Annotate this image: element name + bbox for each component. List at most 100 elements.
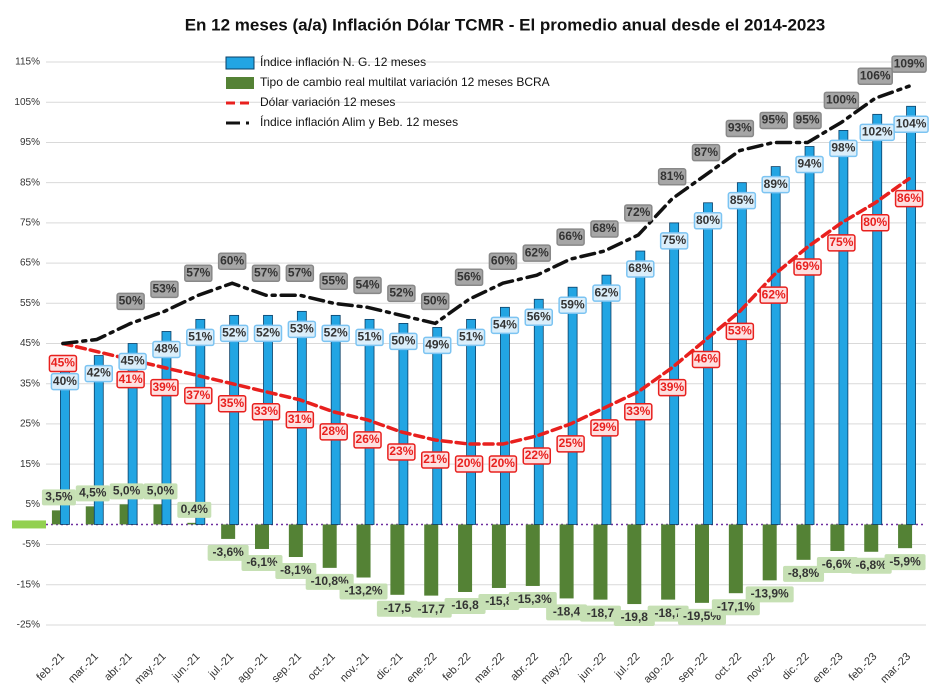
label-box [759,286,788,304]
data-label: 3,5% [45,490,73,504]
data-label: 31% [288,412,312,426]
label-box [387,284,416,303]
label-box [150,280,179,299]
label-box [546,604,588,621]
data-label: 23% [389,444,413,458]
data-label: 72% [626,205,650,219]
label-box [116,292,145,311]
data-label: 60% [220,253,244,267]
data-label: 50% [391,334,415,348]
bar [796,524,811,560]
legend-swatch [225,56,255,70]
data-label: 26% [356,432,380,446]
y-tick-label: -5% [22,539,40,550]
label-box [355,328,384,347]
line [61,176,911,446]
label-box [376,600,418,617]
bar [898,524,913,549]
label-box [711,599,760,616]
y-tick-label: 85% [20,177,40,188]
data-label: 20% [491,456,515,470]
bar [627,524,642,605]
line [61,84,911,346]
label-box [761,175,790,194]
data-label: -13,2% [345,584,383,598]
bar [525,524,540,586]
label-box [287,320,317,339]
data-label: 42% [87,366,111,380]
data-label: 53% [290,322,314,336]
bar [187,522,202,525]
data-label: 57% [186,265,210,279]
label-box [691,143,721,162]
data-label: -10,8% [311,574,349,588]
data-label: 51% [188,330,212,344]
bar [762,524,777,581]
label-box [186,328,215,347]
data-label: 62% [525,245,549,259]
data-label: -13,9% [751,587,789,601]
data-label: -19,8 [621,610,649,624]
bar [661,524,676,600]
bar [432,327,443,525]
bar [736,182,747,525]
data-label: 53% [152,282,176,296]
data-label: 53% [728,324,752,338]
label-box [850,557,892,574]
chart-title: En 12 meses (a/a) Inflación Dólar TCMR -… [185,15,826,34]
label-box [613,610,655,627]
label-box [488,252,518,270]
bar [195,318,206,525]
data-label: 106% [860,68,891,82]
data-label: -17,1% [717,599,755,613]
label-box [860,214,890,232]
data-label: 56% [457,269,481,283]
label-box [389,332,418,351]
label-box [783,565,825,582]
data-label: 33% [626,404,650,418]
data-label: 59% [561,297,585,311]
data-label: 68% [628,261,652,275]
data-label: 52% [324,326,348,340]
label-box [353,431,382,449]
data-label: 75% [829,235,853,249]
label-box [75,485,110,502]
label-box [793,111,822,130]
data-label: 4,5% [79,486,107,500]
y-tick-label: -25% [17,620,40,631]
label-box [109,483,144,500]
data-label: 85% [730,193,754,207]
bar [669,222,680,525]
label-box [253,324,283,343]
label-box [626,260,655,278]
bar [695,524,709,603]
data-label: 45% [121,354,145,368]
bar [229,314,240,525]
label-box [116,370,145,389]
bar [390,524,405,595]
bar [398,323,409,525]
data-label: 52% [256,326,280,340]
data-label: 37% [186,388,210,402]
label-box [410,601,452,618]
legend-label: Dólar variación 12 meses [260,95,395,109]
data-label: 95% [796,113,820,127]
data-label: 87% [694,145,718,159]
data-label: -8,1% [280,563,312,577]
y-tick-label: 25% [20,419,40,430]
bar [593,524,608,600]
label-box [454,455,484,473]
bar [491,524,506,588]
data-label: 81% [660,169,684,183]
label-box [727,191,757,210]
data-label: -15,8 [485,594,513,608]
label-box [353,276,382,295]
data-label: 75% [662,233,686,247]
y-tick-label: 95% [20,137,40,148]
data-label: 50% [423,294,447,308]
label-box [184,386,213,405]
bar [601,274,612,525]
data-label: 80% [696,213,720,227]
data-label: 100% [826,93,857,107]
label-box [444,597,486,614]
